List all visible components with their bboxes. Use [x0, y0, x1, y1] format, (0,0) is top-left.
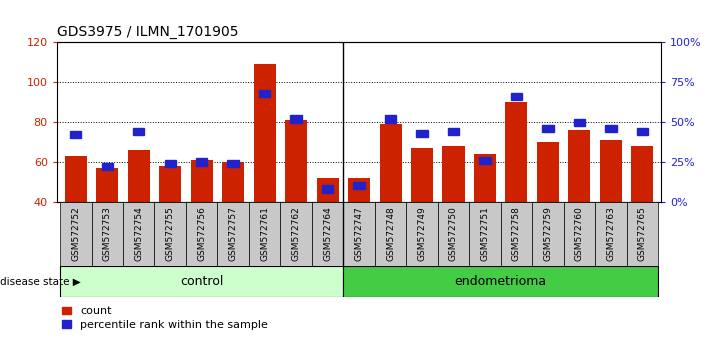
FancyBboxPatch shape: [154, 202, 186, 266]
Bar: [542, 125, 554, 132]
Bar: [228, 160, 239, 167]
FancyBboxPatch shape: [438, 202, 469, 266]
Bar: [411, 148, 433, 202]
Bar: [448, 128, 459, 135]
FancyBboxPatch shape: [343, 266, 658, 297]
Text: GSM572758: GSM572758: [512, 206, 521, 261]
Bar: [636, 128, 648, 135]
Bar: [191, 160, 213, 202]
Bar: [322, 185, 333, 193]
FancyBboxPatch shape: [469, 202, 501, 266]
Bar: [196, 158, 208, 166]
Text: GSM572763: GSM572763: [606, 206, 615, 261]
Bar: [568, 130, 590, 202]
Bar: [417, 130, 428, 137]
Bar: [600, 140, 622, 202]
FancyBboxPatch shape: [564, 202, 595, 266]
Text: GSM572750: GSM572750: [449, 206, 458, 261]
FancyBboxPatch shape: [249, 202, 280, 266]
Text: GDS3975 / ILMN_1701905: GDS3975 / ILMN_1701905: [57, 25, 238, 39]
Text: GSM572749: GSM572749: [417, 206, 427, 261]
FancyBboxPatch shape: [186, 202, 218, 266]
Bar: [285, 120, 307, 202]
Bar: [259, 90, 270, 97]
Bar: [316, 178, 338, 202]
Bar: [605, 125, 616, 132]
Text: disease state ▶: disease state ▶: [0, 276, 81, 286]
Bar: [70, 131, 82, 138]
Bar: [348, 178, 370, 202]
Bar: [479, 157, 491, 164]
Bar: [254, 64, 276, 202]
FancyBboxPatch shape: [123, 202, 154, 266]
Text: control: control: [180, 275, 223, 288]
Bar: [128, 150, 150, 202]
Bar: [222, 162, 244, 202]
Text: GSM572751: GSM572751: [481, 206, 489, 261]
Text: GSM572761: GSM572761: [260, 206, 269, 261]
Text: endometrioma: endometrioma: [454, 275, 547, 288]
Bar: [290, 115, 301, 122]
FancyBboxPatch shape: [375, 202, 406, 266]
Text: GSM572756: GSM572756: [197, 206, 206, 261]
Text: GSM572765: GSM572765: [638, 206, 647, 261]
Bar: [574, 119, 585, 126]
Text: GSM572753: GSM572753: [103, 206, 112, 261]
Text: GSM572759: GSM572759: [543, 206, 552, 261]
FancyBboxPatch shape: [626, 202, 658, 266]
Bar: [164, 160, 176, 167]
Bar: [385, 115, 396, 122]
FancyBboxPatch shape: [312, 202, 343, 266]
Text: GSM572764: GSM572764: [323, 206, 332, 261]
Bar: [133, 128, 144, 135]
Text: GSM572754: GSM572754: [134, 206, 143, 261]
Text: GSM572760: GSM572760: [575, 206, 584, 261]
FancyBboxPatch shape: [280, 202, 312, 266]
Bar: [631, 146, 653, 202]
FancyBboxPatch shape: [343, 202, 375, 266]
Bar: [474, 154, 496, 202]
Text: GSM572747: GSM572747: [355, 206, 363, 261]
Bar: [510, 93, 522, 100]
FancyBboxPatch shape: [406, 202, 438, 266]
Bar: [65, 156, 87, 202]
Bar: [380, 124, 402, 202]
Bar: [102, 163, 113, 170]
FancyBboxPatch shape: [218, 202, 249, 266]
FancyBboxPatch shape: [532, 202, 564, 266]
Bar: [96, 168, 118, 202]
Bar: [353, 182, 365, 189]
Text: GSM572752: GSM572752: [71, 206, 80, 261]
Text: GSM572762: GSM572762: [292, 206, 301, 261]
Bar: [442, 146, 464, 202]
Text: GSM572757: GSM572757: [229, 206, 237, 261]
Text: GSM572755: GSM572755: [166, 206, 175, 261]
FancyBboxPatch shape: [60, 202, 92, 266]
FancyBboxPatch shape: [595, 202, 626, 266]
FancyBboxPatch shape: [92, 202, 123, 266]
Bar: [537, 142, 559, 202]
Text: GSM572748: GSM572748: [386, 206, 395, 261]
Bar: [159, 166, 181, 202]
FancyBboxPatch shape: [501, 202, 532, 266]
Bar: [506, 102, 528, 202]
FancyBboxPatch shape: [60, 266, 343, 297]
Legend: count, percentile rank within the sample: count, percentile rank within the sample: [63, 307, 268, 330]
